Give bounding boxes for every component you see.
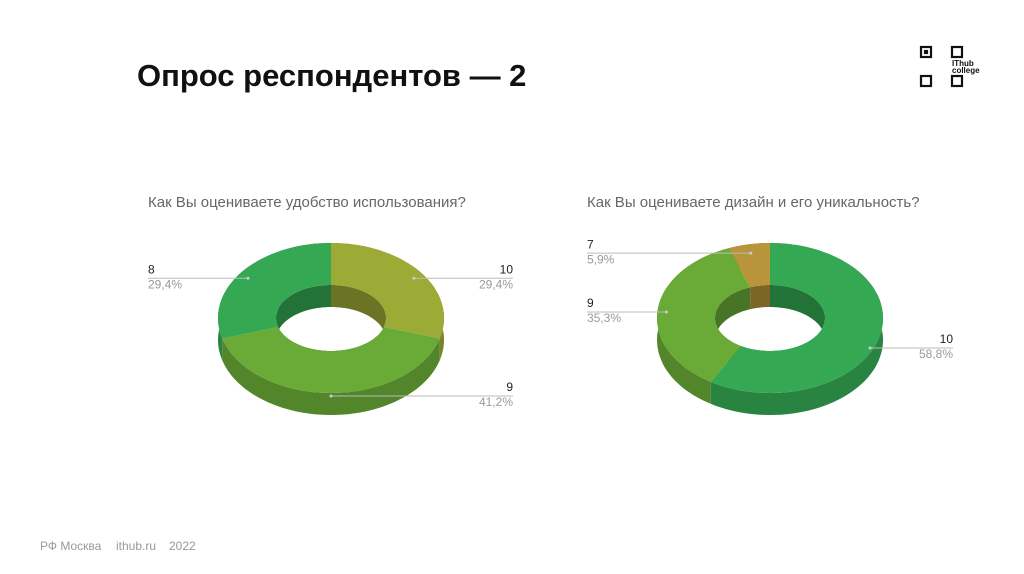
slice [657, 248, 751, 382]
slice-value-label: 58,8% [919, 347, 953, 361]
chart-title: Как Вы оцениваете удобство использования… [148, 194, 466, 211]
footer-text: ithub.ru [116, 539, 156, 553]
logo-square [919, 45, 933, 59]
logo [919, 45, 964, 88]
logo-text: IThub [952, 59, 974, 68]
logo-square [950, 74, 964, 88]
logo-text: college [952, 66, 980, 75]
slice-category: 8 [148, 262, 155, 276]
footer-text: 2022 [169, 539, 196, 553]
slice-outer-wall [710, 243, 883, 415]
slice-inner-wall [750, 285, 770, 310]
slice [218, 243, 331, 339]
slice-value-label: 35,3% [587, 311, 621, 325]
leader-dot [246, 276, 250, 280]
leader-dot [412, 276, 416, 280]
slice [710, 243, 883, 393]
slice-category: 9 [587, 296, 594, 310]
slide-title: Опрос респондентов — 2 [137, 58, 526, 93]
footer-text: РФ Москва [40, 539, 102, 553]
slice [222, 327, 440, 393]
logo-dot [923, 49, 929, 55]
leader-dot [749, 251, 753, 255]
slice-category: 7 [587, 237, 594, 251]
logo-square [950, 45, 964, 59]
slice-category: 9 [506, 380, 513, 394]
leader-dot [664, 310, 668, 314]
slice [331, 243, 444, 339]
slice-value-label: 29,4% [148, 277, 182, 291]
leader-dot [868, 346, 872, 350]
slice [729, 243, 770, 288]
donut [657, 243, 883, 415]
slice-value-label: 5,9% [587, 252, 615, 266]
slice-value-label: 29,4% [479, 277, 513, 291]
leader-dot [329, 394, 333, 398]
slice-inner-wall [331, 285, 386, 349]
logo-square [919, 74, 933, 88]
slice-category: 10 [500, 262, 514, 276]
slice-category: 10 [940, 332, 954, 346]
chart-title: Как Вы оцениваете дизайн и его уникально… [587, 194, 920, 211]
slice-inner-wall [276, 285, 331, 349]
slice-value-label: 41,2% [479, 395, 513, 409]
